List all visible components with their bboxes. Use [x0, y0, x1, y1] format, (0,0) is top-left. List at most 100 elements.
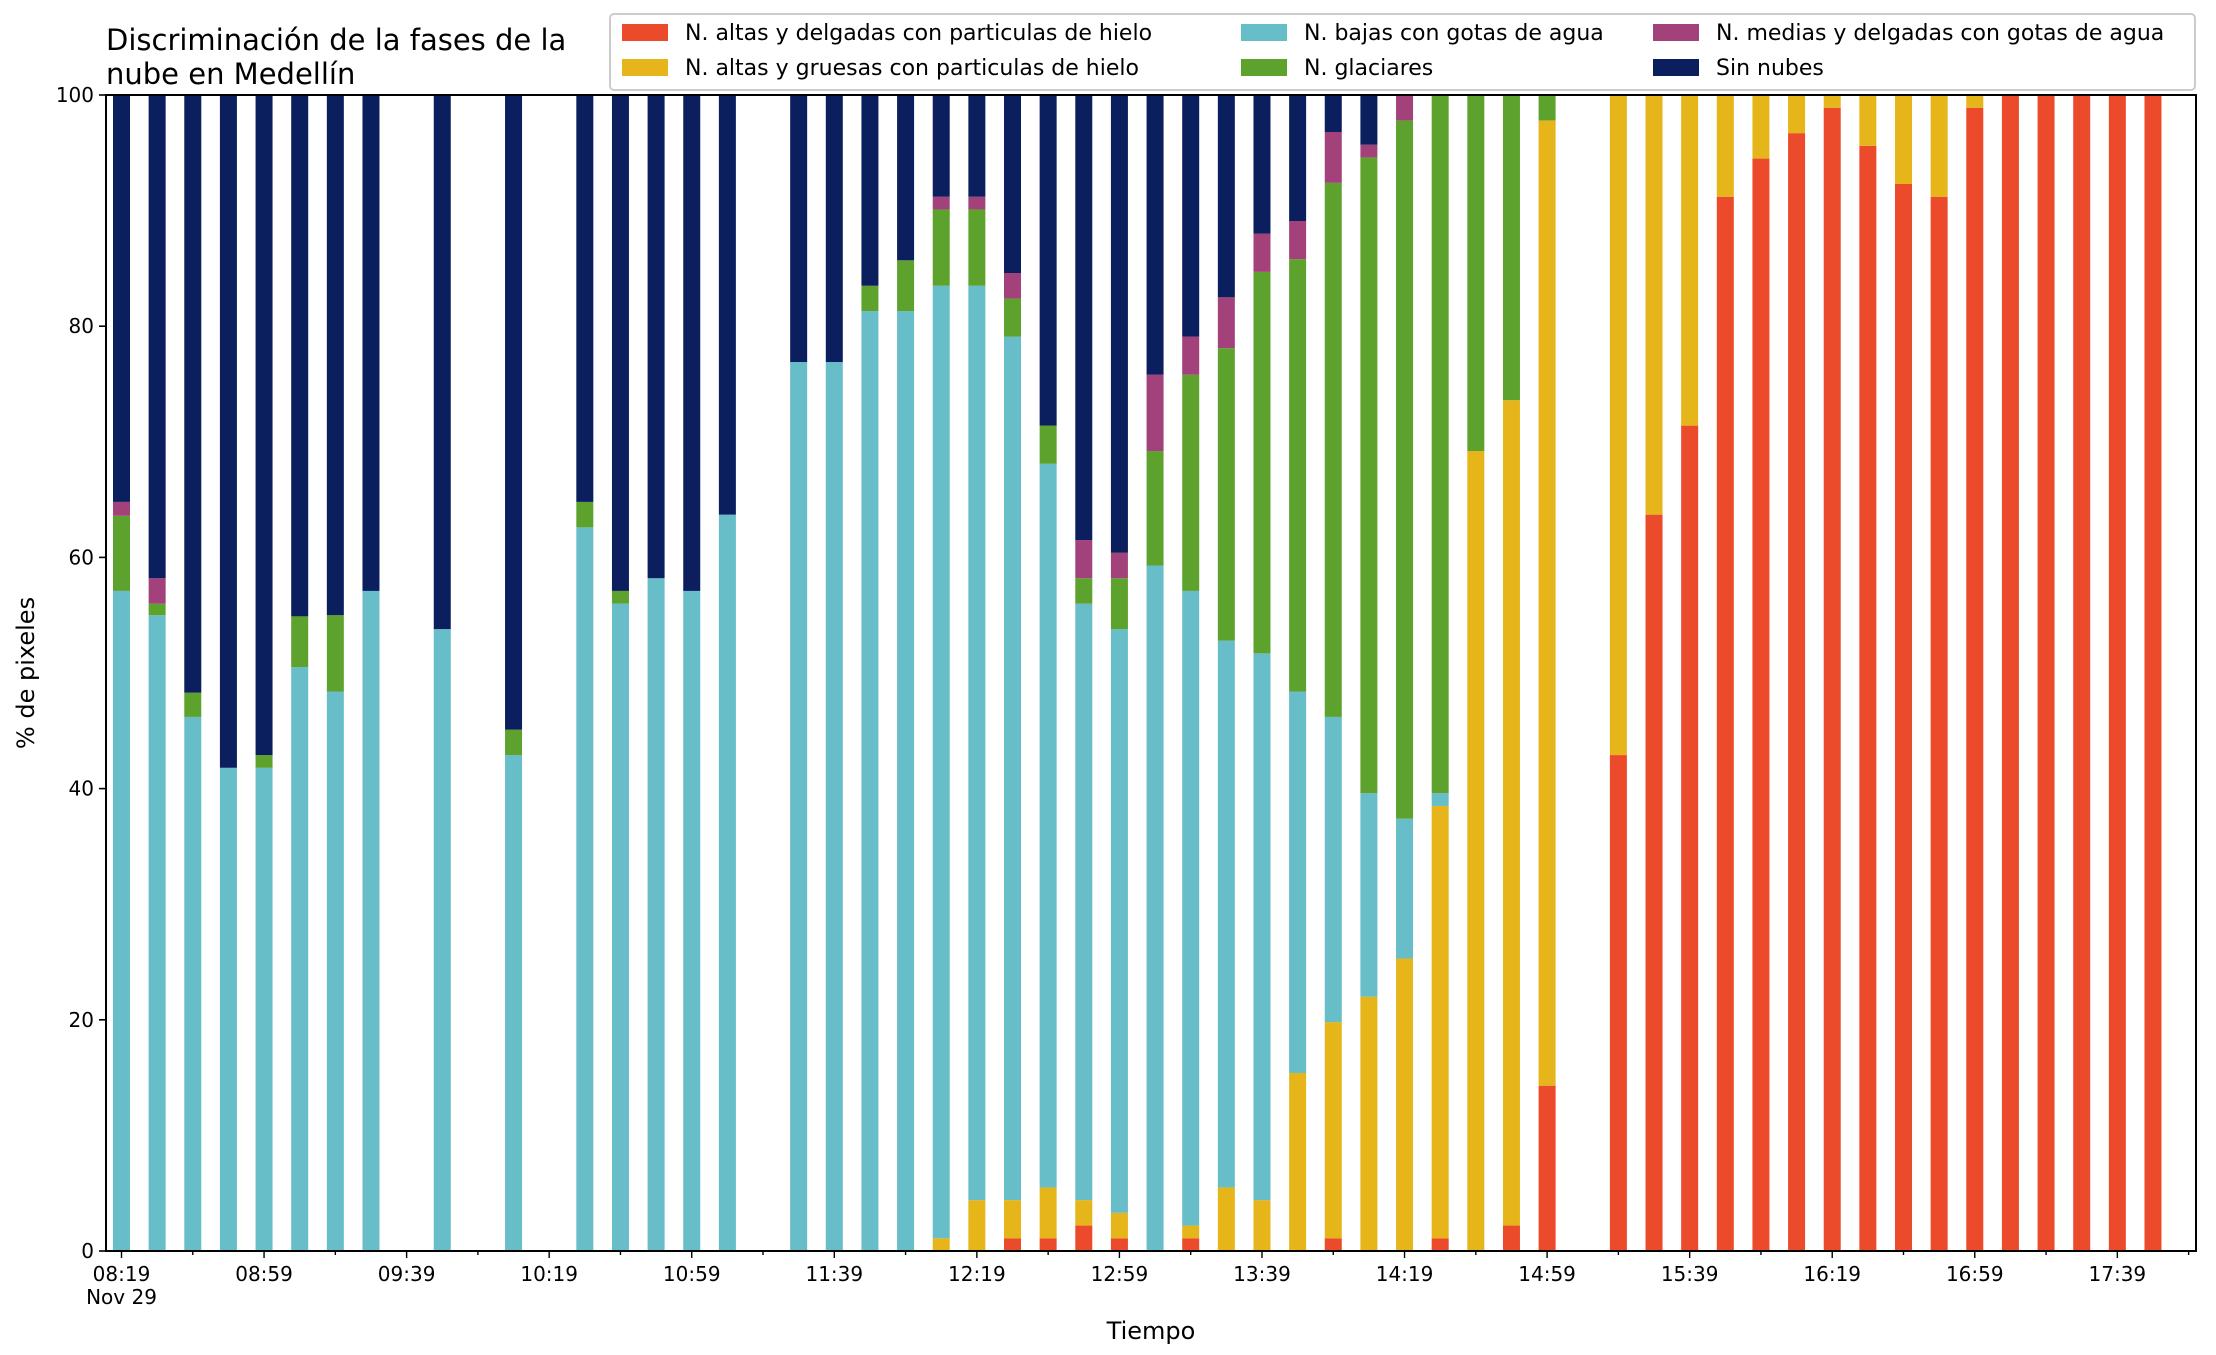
bar-segment-6-1209: [932, 95, 950, 197]
bar-segment-4-1459: [1538, 95, 1556, 121]
bar-segment-4-1259: [1110, 578, 1128, 630]
bar-segment-6-1309: [1146, 95, 1164, 375]
bar-segment-5-1329: [1217, 297, 1235, 349]
bar-segment-5-1209: [932, 196, 950, 210]
bar-segment-5-1359: [1324, 131, 1342, 183]
bar-segment-4-0829: [148, 603, 166, 616]
bar-segment-3-1039: [611, 603, 629, 1251]
bar-segment-6-1029: [576, 95, 594, 502]
bar-segment-4-1309: [1146, 451, 1164, 566]
bar-segment-3-1429: [1431, 793, 1449, 806]
bar-segment-1-1449: [1502, 1225, 1520, 1251]
bar-segment-4-0839: [184, 692, 202, 717]
bar-segment-1-1649: [1930, 196, 1948, 1252]
bar-segment-5-1249: [1075, 540, 1093, 579]
bar-segment-1-1619: [1823, 107, 1841, 1252]
x-axis-label: Tiempo: [1106, 1317, 1196, 1345]
x-tick-label-0819: 08:19: [93, 1262, 151, 1286]
bar-segment-2-1209: [932, 1238, 950, 1251]
bar-segment-4-1219: [968, 209, 986, 286]
bar-segment-6-1039: [611, 95, 629, 591]
bar-segment-2-1449: [1502, 400, 1520, 1226]
bar-segment-6-1149: [861, 95, 879, 286]
x-tick-label-1739: 17:39: [2089, 1262, 2147, 1286]
bar-segment-2-1219: [968, 1200, 986, 1251]
bar-segment-1-1459: [1538, 1085, 1556, 1251]
bar-segment-6-0909: [291, 95, 309, 617]
bar-segment-3-1009: [505, 755, 523, 1251]
bar-segment-4-0919: [326, 615, 344, 692]
bar-segment-3-1149: [861, 311, 879, 1251]
x-tick-label-1619: 16:19: [1803, 1262, 1861, 1286]
bar-segment-2-1409: [1360, 996, 1378, 1251]
bar-segment-3-0919: [326, 691, 344, 1251]
bar-segment-2-1659: [1966, 95, 1984, 108]
bar-segment-5-1419: [1396, 95, 1414, 121]
bar-segment-2-1239: [1039, 1187, 1057, 1239]
bar-segment-2-1249: [1075, 1200, 1093, 1226]
legend-label-6: Sin nubes: [1716, 56, 1824, 81]
bar-segment-2-1349: [1289, 1072, 1307, 1251]
bar-segment-6-1109: [718, 95, 736, 515]
bar-segment-3-1129: [790, 362, 808, 1251]
x-tick-label-1419: 14:19: [1376, 1262, 1434, 1286]
bar-segment-1-1529: [1645, 514, 1663, 1251]
bar-segment-1-1259: [1110, 1238, 1128, 1251]
plot-frame: [105, 94, 2197, 1252]
bar-segment-2-1319: [1182, 1225, 1200, 1239]
bar-segment-3-0819: [113, 590, 130, 1251]
bar-segment-3-1159: [897, 311, 915, 1251]
chart-title-line-1: Discriminación de la fases de la: [106, 23, 566, 57]
bar-segment-1-1719: [2037, 95, 2055, 1251]
legend: N. altas y delgadas con particulas de hi…: [609, 13, 2196, 91]
bar-segment-3-1209: [932, 285, 950, 1239]
legend-frame: [609, 13, 2196, 91]
bar-segment-5-1339: [1253, 233, 1271, 272]
bar-segment-6-1139: [825, 95, 843, 363]
y-tick-label-60: 60: [69, 545, 94, 569]
chart-title: Discriminación de la fases de la nube en…: [106, 23, 566, 91]
bar-segment-6-1349: [1289, 95, 1307, 221]
bar-segment-2-1429: [1431, 805, 1449, 1239]
bar-segment-2-1649: [1930, 95, 1948, 197]
bar-segment-4-0819: [113, 515, 130, 591]
bar-segment-3-1339: [1253, 653, 1271, 1201]
bar-segment-4-1409: [1360, 157, 1378, 794]
bar-segment-2-1439: [1467, 451, 1485, 1251]
legend-label-3: N. bajas con gotas de agua: [1304, 21, 1604, 46]
bar-segment-4-1419: [1396, 120, 1414, 819]
x-tick-sublabel-date: Nov 29: [86, 1285, 157, 1309]
x-tick-label-1019: 10:19: [520, 1262, 578, 1286]
bar-segment-4-1339: [1253, 271, 1271, 654]
bar-segment-1-1709: [2001, 95, 2019, 1251]
bar-segment-4-1359: [1324, 182, 1342, 717]
bar-segment-6-1259: [1110, 95, 1128, 553]
bar-segment-5-1219: [968, 196, 986, 210]
legend-label-4: N. glaciares: [1304, 56, 1433, 81]
bar-segment-3-0859: [255, 767, 273, 1251]
y-tick-label-80: 80: [69, 314, 94, 338]
bar-segment-1-1609: [1788, 133, 1806, 1251]
bar-segment-2-1419: [1396, 958, 1414, 1251]
x-tick-label-1139: 11:39: [805, 1262, 863, 1286]
bar-segment-1-1729: [2073, 95, 2091, 1251]
x-tick-label-1219: 12:19: [948, 1262, 1006, 1286]
bar-segment-1-1639: [1895, 184, 1912, 1251]
legend-swatch-5: [1653, 24, 1699, 41]
x-tick-label-1659: 16:59: [1946, 1262, 2004, 1286]
bar-segment-1-1629: [1859, 145, 1877, 1252]
legend-swatch-6: [1653, 59, 1699, 76]
bar-segment-4-1349: [1289, 259, 1307, 692]
x-tick-label-1539: 15:39: [1661, 1262, 1719, 1286]
bar-segment-1-1319: [1182, 1238, 1200, 1251]
bar-segment-6-1219: [968, 95, 986, 197]
bar-segment-4-0909: [291, 616, 309, 668]
legend-label-1: N. altas y delgadas con particulas de hi…: [685, 21, 1152, 46]
bar-segment-4-1039: [611, 590, 629, 604]
bar-segment-3-1349: [1289, 691, 1307, 1073]
bar-segment-3-1029: [576, 527, 594, 1251]
bar-segment-5-1349: [1289, 221, 1307, 260]
bar-segment-5-1319: [1182, 336, 1200, 375]
bar-segment-6-0829: [148, 95, 166, 579]
